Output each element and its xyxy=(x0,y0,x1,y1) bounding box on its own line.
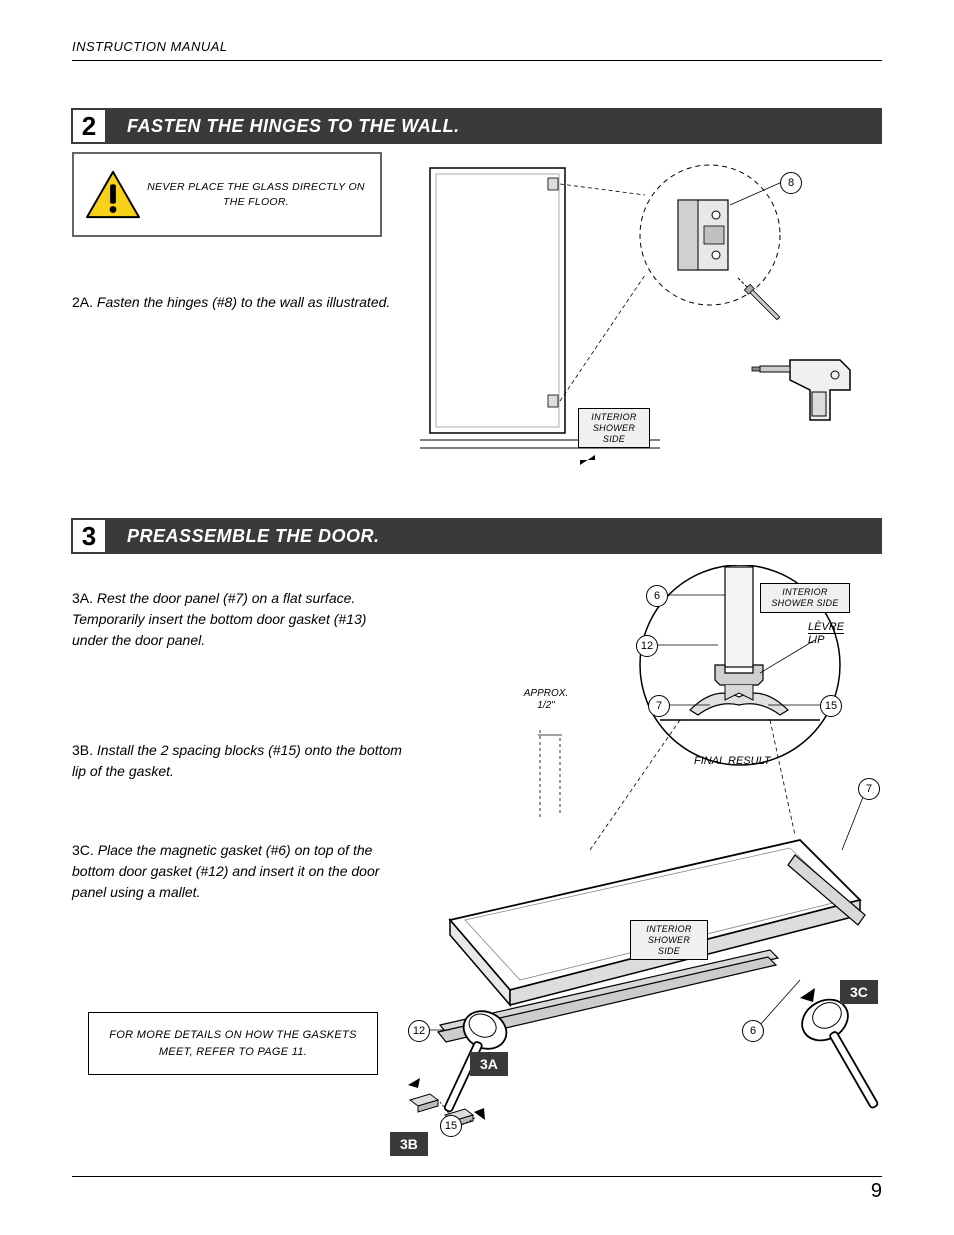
detail-callout-6: 6 xyxy=(646,585,668,607)
step2-number: 2 xyxy=(71,108,107,144)
step3b-instruction: 3B. Install the 2 spacing blocks (#15) o… xyxy=(72,740,402,782)
step2a-text: Fasten the hinges (#8) to the wall as il… xyxy=(97,294,390,310)
warning-box: NEVER PLACE THE GLASS DIRECTLY ON THE FL… xyxy=(72,152,382,237)
badge-3a: 3A xyxy=(470,1052,508,1076)
step2a-label: 2A. xyxy=(72,294,93,310)
step3a-label: 3A. xyxy=(72,590,93,606)
step3c-instruction: 3C. Place the magnetic gasket (#6) on to… xyxy=(72,840,402,903)
step3-title: PREASSEMBLE THE DOOR. xyxy=(127,526,380,547)
callout-8: 8 xyxy=(780,172,802,194)
main-callout-6: 6 xyxy=(742,1020,764,1042)
page-number: 9 xyxy=(871,1180,882,1203)
levre-label: LÈVRE LIP xyxy=(808,621,844,646)
step3c-label: 3C. xyxy=(72,842,94,858)
step3a-text: Rest the door panel (#7) on a flat surfa… xyxy=(72,590,366,648)
info-box: FOR MORE DETAILS ON HOW THE GASKETS MEET… xyxy=(88,1012,378,1075)
badge-3c: 3C xyxy=(840,980,878,1004)
step2-diagram-svg xyxy=(420,160,880,480)
lip-text: LIP xyxy=(808,633,844,646)
detail-callout-7: 7 xyxy=(648,695,670,717)
step3b-text: Install the 2 spacing blocks (#15) onto … xyxy=(72,742,402,779)
step3b-label: 3B. xyxy=(72,742,93,758)
warning-icon xyxy=(84,169,142,221)
step2-title: FASTEN THE HINGES TO THE WALL. xyxy=(127,116,460,137)
footer-rule xyxy=(72,1176,882,1177)
detail-callout-15: 15 xyxy=(820,695,842,717)
step3c-text: Place the magnetic gasket (#6) on top of… xyxy=(72,842,379,900)
step2a-instruction: 2A. Fasten the hinges (#8) to the wall a… xyxy=(72,292,412,313)
step3-number: 3 xyxy=(71,518,107,554)
approx-label: APPROX. 1/2" xyxy=(516,688,576,712)
detail-callout-12: 12 xyxy=(636,635,658,657)
badge-3b: 3B xyxy=(390,1132,428,1156)
main-callout-12: 12 xyxy=(408,1020,430,1042)
main-callout-7: 7 xyxy=(858,778,880,800)
main-callout-15: 15 xyxy=(440,1115,462,1137)
warning-text: NEVER PLACE THE GLASS DIRECTLY ON THE FL… xyxy=(142,180,370,209)
step2-diagram: 8 INTERIOR SHOWER SIDE xyxy=(420,160,880,480)
header-title: INSTRUCTION MANUAL xyxy=(72,39,228,54)
step2-bar: 2 FASTEN THE HINGES TO THE WALL. xyxy=(72,108,882,144)
step3-interior-label: INTERIOR SHOWER SIDE xyxy=(630,920,708,960)
page-header: INSTRUCTION MANUAL xyxy=(72,38,882,61)
detail-interior-label: INTERIOR SHOWER SIDE xyxy=(760,583,850,613)
step3-bar: 3 PREASSEMBLE THE DOOR. xyxy=(72,518,882,554)
step2-interior-label: INTERIOR SHOWER SIDE xyxy=(578,408,650,448)
step3a-instruction: 3A. Rest the door panel (#7) on a flat s… xyxy=(72,588,402,651)
step3-main-diagram: INTERIOR SHOWER SIDE 7 12 6 15 3A 3B 3C xyxy=(390,720,890,1160)
levre-text: LÈVRE xyxy=(808,621,844,633)
drill-icon xyxy=(752,360,850,420)
